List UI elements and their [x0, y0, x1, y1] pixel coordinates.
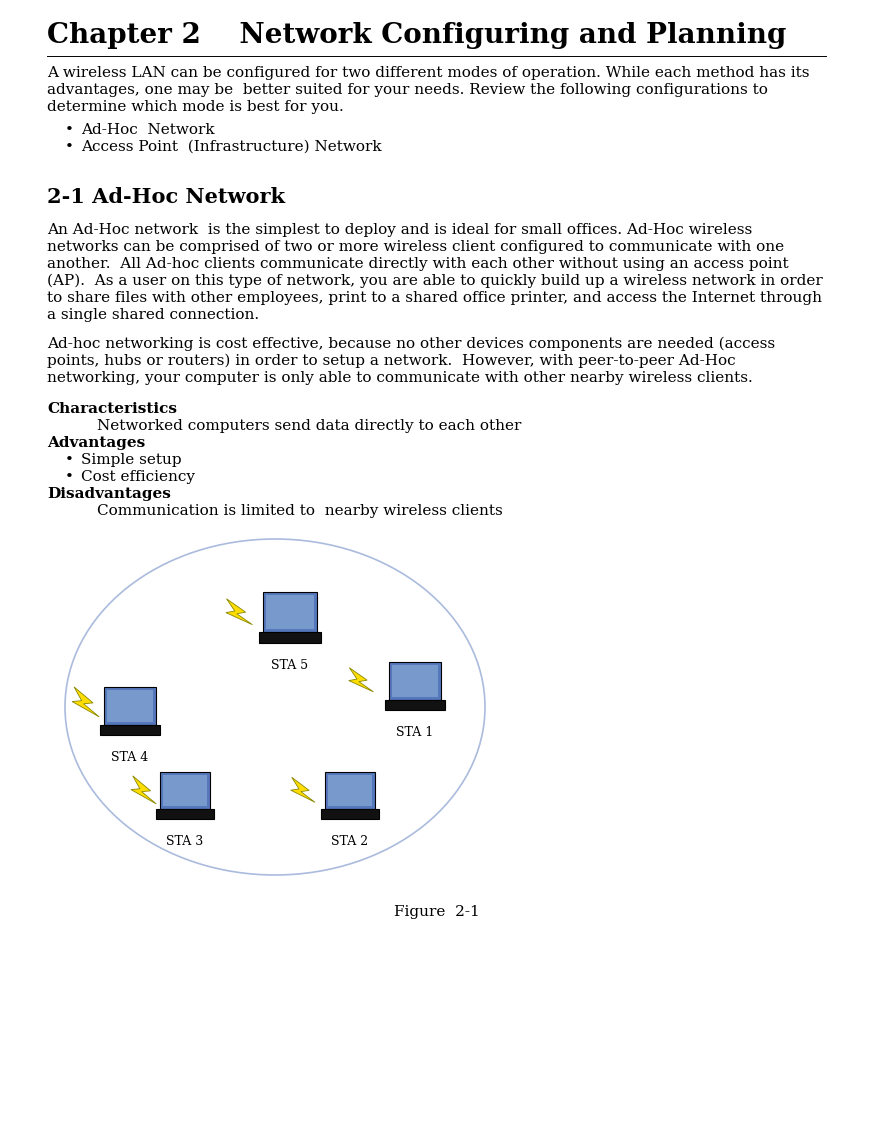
Bar [321, 809, 379, 819]
Text: Networked computers send data directly to each other: Networked computers send data directly t… [97, 419, 521, 434]
Text: Figure  2-1: Figure 2-1 [394, 905, 479, 919]
Polygon shape [226, 599, 252, 625]
Bar [266, 595, 314, 629]
Text: another.  All Ad-hoc clients communicate directly with each other without using : another. All Ad-hoc clients communicate … [47, 257, 788, 271]
Bar [163, 775, 207, 806]
Polygon shape [72, 687, 100, 717]
Text: •: • [65, 453, 74, 467]
Text: STA 1: STA 1 [396, 726, 434, 739]
Text: Ad-hoc networking is cost effective, because no other devices components are nee: Ad-hoc networking is cost effective, bec… [47, 337, 775, 351]
Text: networks can be comprised of two or more wireless client configured to communica: networks can be comprised of two or more… [47, 240, 784, 253]
Text: (AP).  As a user on this type of network, you are able to quickly build up a wir: (AP). As a user on this type of network,… [47, 274, 822, 288]
Bar [389, 662, 441, 700]
Text: Advantages: Advantages [47, 436, 145, 450]
Text: points, hubs or routers) in order to setup a network.  However, with peer-to-pee: points, hubs or routers) in order to set… [47, 354, 736, 368]
Text: •: • [65, 123, 74, 136]
Text: An Ad-Hoc network  is the simplest to deploy and is ideal for small offices. Ad-: An Ad-Hoc network is the simplest to dep… [47, 223, 753, 237]
Bar [156, 809, 214, 819]
Bar [328, 775, 372, 806]
Bar [107, 690, 153, 721]
Text: to share files with other employees, print to a shared office printer, and acces: to share files with other employees, pri… [47, 291, 822, 305]
Polygon shape [348, 668, 374, 692]
Text: Access Point  (Infrastructure) Network: Access Point (Infrastructure) Network [81, 140, 382, 154]
Polygon shape [131, 775, 156, 804]
Polygon shape [291, 778, 315, 802]
Text: advantages, one may be  better suited for your needs. Review the following confi: advantages, one may be better suited for… [47, 83, 768, 97]
Text: Characteristics: Characteristics [47, 401, 177, 416]
Text: networking, your computer is only able to communicate with other nearby wireless: networking, your computer is only able t… [47, 370, 753, 385]
Text: Communication is limited to  nearby wireless clients: Communication is limited to nearby wirel… [97, 504, 503, 518]
Text: a single shared connection.: a single shared connection. [47, 309, 259, 322]
Bar [263, 592, 317, 632]
Bar [104, 687, 156, 725]
Text: Simple setup: Simple setup [81, 453, 182, 467]
Text: STA 2: STA 2 [332, 835, 368, 848]
Text: STA 3: STA 3 [167, 835, 203, 848]
Bar [392, 665, 438, 697]
Text: Disadvantages: Disadvantages [47, 487, 171, 501]
Text: •: • [65, 140, 74, 154]
Text: Chapter 2    Network Configuring and Planning: Chapter 2 Network Configuring and Planni… [47, 22, 787, 49]
Text: STA 5: STA 5 [272, 660, 308, 672]
Bar [259, 632, 321, 643]
Text: 2-1 Ad-Hoc Network: 2-1 Ad-Hoc Network [47, 187, 285, 206]
Text: Ad-Hoc  Network: Ad-Hoc Network [81, 123, 215, 136]
Text: A wireless LAN can be configured for two different modes of operation. While eac: A wireless LAN can be configured for two… [47, 67, 809, 80]
Bar [325, 772, 375, 809]
Text: Cost efficiency: Cost efficiency [81, 470, 195, 484]
Text: •: • [65, 470, 74, 484]
Bar [160, 772, 210, 809]
Bar [385, 700, 445, 710]
Bar [100, 725, 160, 735]
Text: determine which mode is best for you.: determine which mode is best for you. [47, 100, 344, 114]
Text: STA 4: STA 4 [112, 751, 148, 764]
